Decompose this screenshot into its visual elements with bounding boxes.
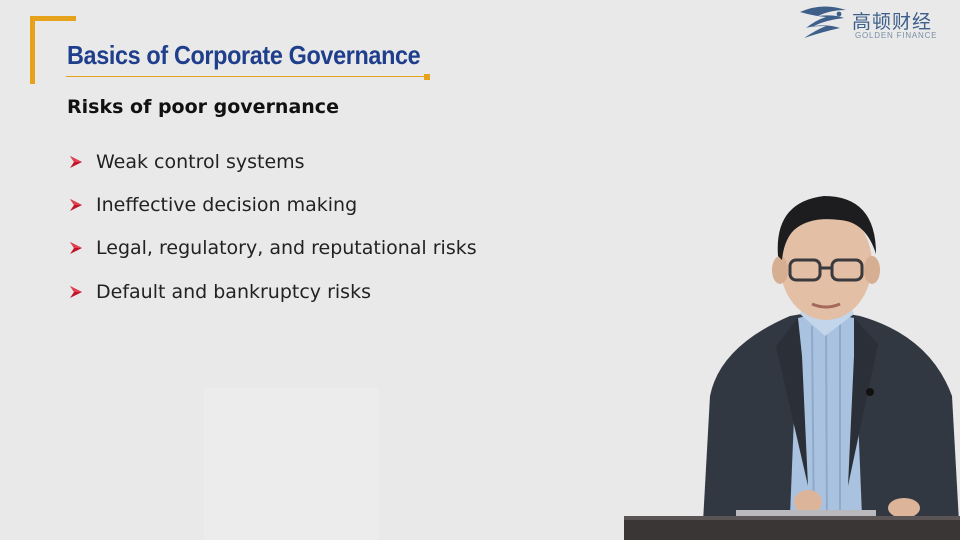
bullet-text: Default and bankruptcy risks: [96, 280, 371, 303]
slide-title: Basics of Corporate Governance: [67, 40, 421, 70]
corner-bracket-horizontal: [30, 16, 76, 21]
bullet-text: Legal, regulatory, and reputational risk…: [96, 237, 477, 260]
bullet-list: Weak control systems Ineffective decisio…: [67, 140, 477, 313]
faint-background-panel: [204, 388, 378, 540]
arrow-bullet-icon: [70, 155, 82, 168]
golden-finance-logo-icon: [800, 6, 846, 38]
title-underline-dot: [424, 74, 430, 80]
list-item: Legal, regulatory, and reputational risk…: [67, 227, 477, 270]
arrow-bullet-icon: [70, 198, 82, 211]
list-item: Default and bankruptcy risks: [67, 270, 477, 313]
laptop: [736, 510, 876, 517]
list-item: Ineffective decision making: [67, 183, 477, 226]
bullet-text: Weak control systems: [96, 150, 305, 173]
podium-edge: [624, 516, 960, 520]
title-underline: [66, 76, 428, 77]
arrow-bullet-icon: [70, 285, 82, 298]
arrow-bullet-icon: [70, 242, 82, 255]
logo-english-name: GOLDEN FINANCE: [855, 31, 938, 40]
logo-chinese-name: 高顿财经: [852, 11, 933, 33]
corner-bracket-vertical: [30, 16, 35, 84]
list-item: Weak control systems: [67, 140, 477, 183]
presenter-figure: [702, 196, 960, 540]
slide-subtitle: Risks of poor governance: [67, 96, 339, 118]
bullet-text: Ineffective decision making: [96, 193, 358, 216]
podium: [624, 516, 960, 540]
golden-finance-logo: 高顿财经 GOLDEN FINANCE: [796, 4, 956, 40]
